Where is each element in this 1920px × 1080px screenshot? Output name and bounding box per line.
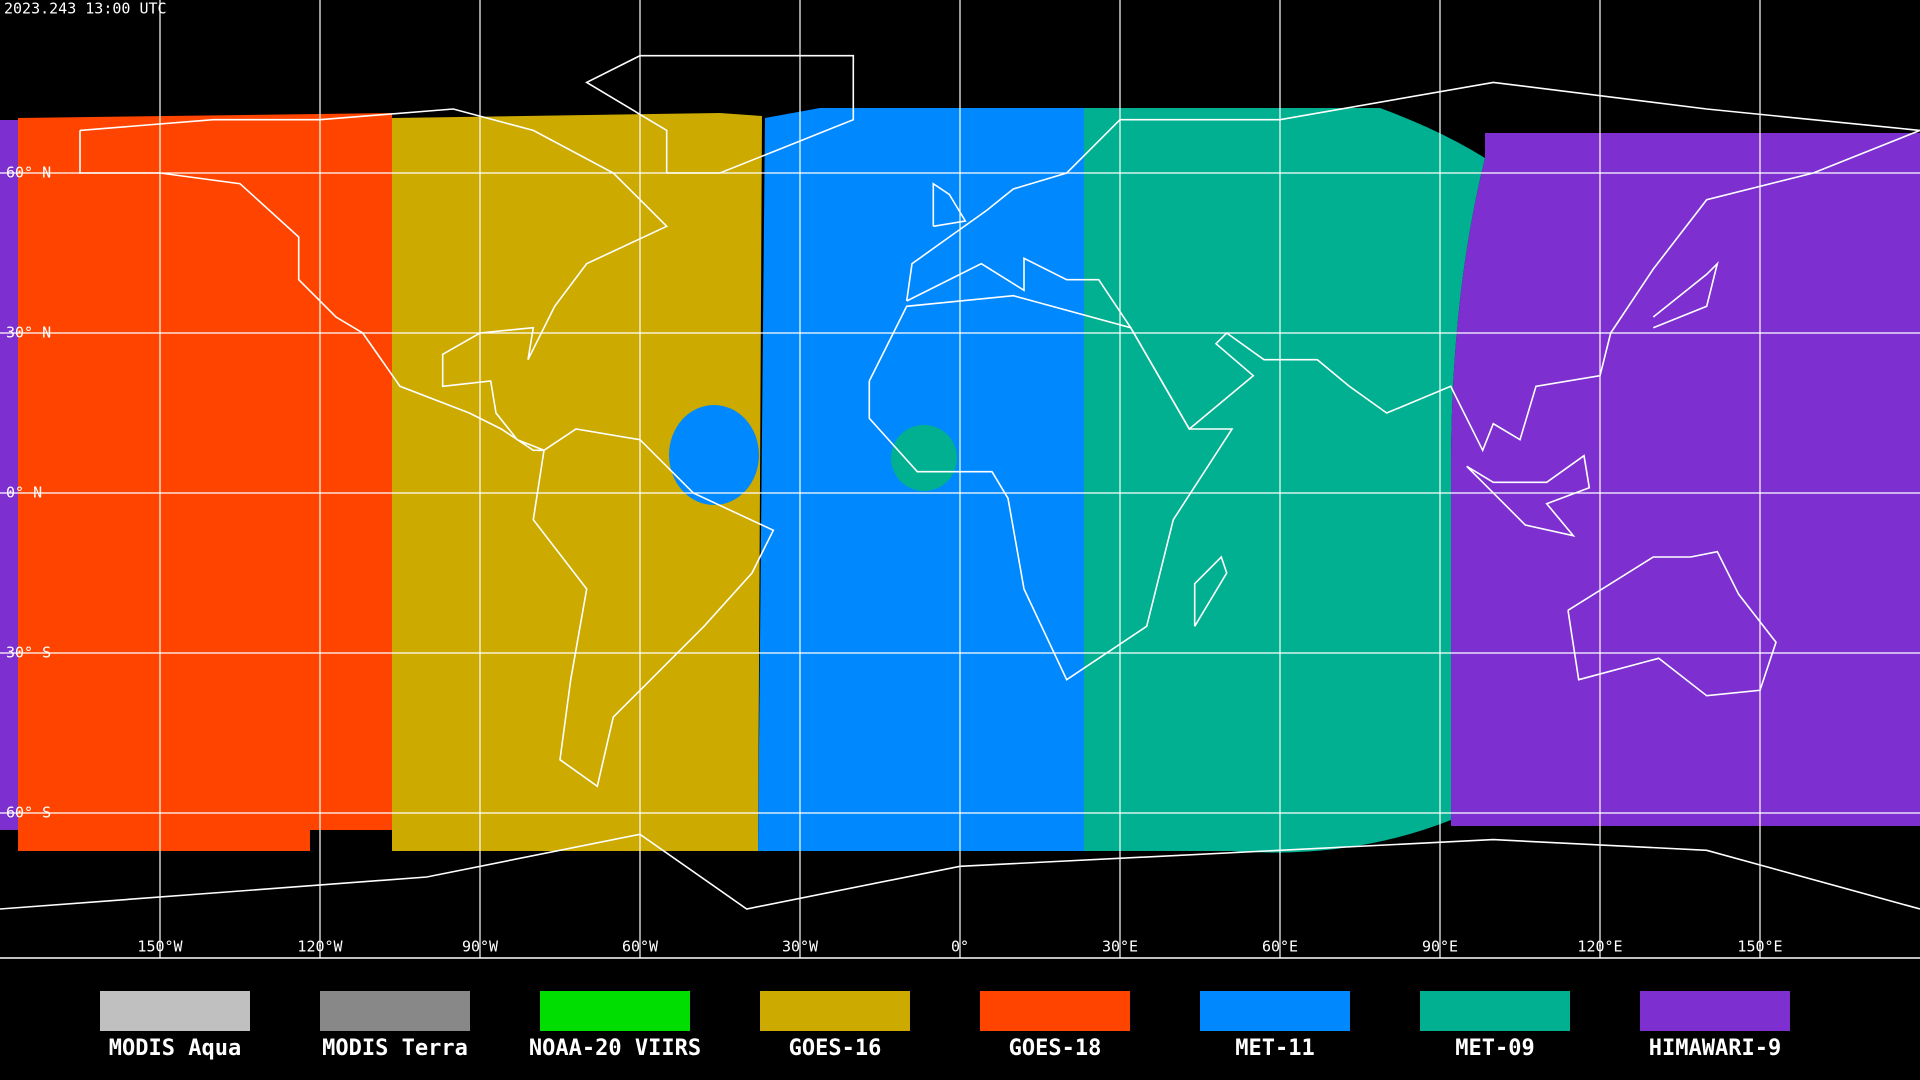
- longitude-label: 0°: [951, 938, 969, 956]
- legend-label: GOES-18: [1009, 1036, 1102, 1061]
- coastline: [905, 81, 1920, 453]
- coastline: [932, 182, 967, 228]
- legend-label: MODIS Aqua: [109, 1036, 241, 1061]
- legend-swatch: [1200, 991, 1350, 1031]
- longitude-label: 30°E: [1102, 938, 1138, 956]
- region-met-09: [1084, 108, 1485, 853]
- region-himawari-9-east: [1450, 133, 1920, 826]
- longitude-label: 30°W: [782, 938, 819, 956]
- longitude-label: 90°E: [1422, 938, 1458, 956]
- coastline: [1193, 555, 1228, 627]
- legend-swatch: [980, 991, 1130, 1031]
- region-met-11-spot: [669, 405, 759, 505]
- coastline: [79, 108, 669, 452]
- longitude-label: 60°W: [622, 938, 659, 956]
- graticule: [0, 0, 1920, 958]
- legend: MODIS Aqua MODIS Terra NOAA-20 VIIRS GOES-1…: [100, 991, 1790, 1061]
- coastline: [1652, 261, 1719, 329]
- legend-label: GOES-16: [789, 1036, 882, 1061]
- longitude-label: 150°W: [137, 938, 183, 956]
- latitude-label: 30° S: [6, 643, 51, 661]
- legend-label: MODIS Terra: [322, 1036, 468, 1061]
- region-himawari-9-west: [0, 120, 18, 830]
- legend-label: NOAA-20 VIIRS: [529, 1036, 701, 1061]
- legend-label: HIMAWARI-9: [1649, 1036, 1781, 1061]
- legend-swatch: [760, 991, 910, 1031]
- coastline: [532, 428, 775, 788]
- region-met-09-spot: [891, 425, 957, 491]
- coastline: [585, 54, 855, 174]
- axis-labels: 60° N 30° N 0° N 30° S 60° S 150°W 120°W 90°W 60…: [6, 164, 1783, 956]
- legend-label: MET-09: [1455, 1036, 1534, 1061]
- longitude-label: 90°W: [462, 938, 499, 956]
- region-goes-18: [18, 113, 392, 851]
- legend-swatch: [320, 991, 470, 1031]
- latitude-label: 60° N: [6, 164, 51, 182]
- timestamp: 2023.243 13:00 UTC: [4, 0, 167, 18]
- longitude-label: 60°E: [1262, 938, 1298, 956]
- longitude-label: 120°W: [297, 938, 343, 956]
- latitude-label: 60° S: [6, 803, 51, 821]
- coastline: [1567, 550, 1777, 697]
- latitude-label: 30° N: [6, 324, 51, 342]
- legend-label: MET-11: [1235, 1036, 1314, 1061]
- legend-swatch: [540, 991, 690, 1031]
- latitude-label: 0° N: [6, 484, 42, 502]
- coastline: [1466, 454, 1591, 537]
- legend-swatch: [1420, 991, 1570, 1031]
- longitude-label: 120°E: [1577, 938, 1622, 956]
- longitude-label: 150°E: [1737, 938, 1782, 956]
- legend-swatch: [1640, 991, 1790, 1031]
- region-goes-16: [392, 113, 762, 851]
- coastline: [868, 294, 1234, 681]
- legend-swatch: [100, 991, 250, 1031]
